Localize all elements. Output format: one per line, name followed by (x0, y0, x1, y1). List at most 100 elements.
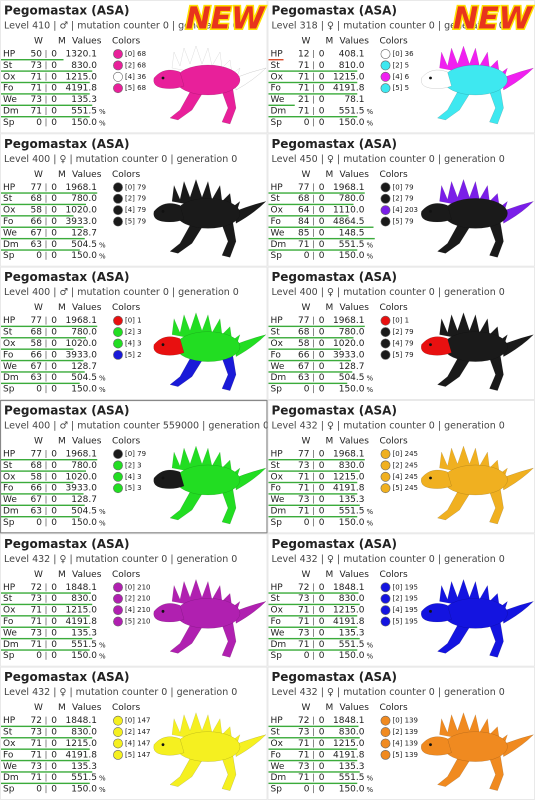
stat-name: St (271, 194, 281, 204)
stat-name: Dm (271, 773, 287, 783)
stat-mutated: 0 (319, 61, 325, 71)
stat-value: 551.5 (339, 640, 365, 650)
colors-header: Colors (380, 570, 408, 580)
body (175, 331, 241, 362)
stat-bar (1, 93, 90, 95)
stat-wild: 68 (31, 461, 43, 471)
creature-card[interactable]: Pegomastax (ASA) Level 410 | ♂ | mutation… (0, 0, 268, 134)
stat-mutated: 0 (319, 651, 325, 661)
stat-name: Sp (271, 251, 283, 261)
stat-name: We (271, 628, 285, 638)
stat-wild: 68 (31, 194, 43, 204)
stat-mutated: 0 (51, 495, 57, 505)
creature-card[interactable]: Pegomastax (ASA) Level 432 | ♀ | mutation… (0, 666, 268, 800)
color-swatch (380, 616, 391, 627)
column-header: M (326, 437, 334, 447)
color-swatch (380, 727, 391, 737)
stat-bar (1, 481, 74, 484)
card-title: Pegomastax (ASA) (4, 537, 129, 551)
colors-header: Colors (112, 170, 140, 180)
color-swatch (113, 483, 123, 494)
color-label: [0] 1 (125, 317, 142, 325)
stat-mutated: 0 (319, 762, 325, 772)
color-swatch (113, 727, 123, 737)
head (420, 336, 452, 356)
creature-card[interactable]: Pegomastax (ASA) Level 400 | ♀ | mutation… (267, 266, 535, 400)
colors-header: Colors (112, 37, 140, 47)
color-swatch (113, 616, 123, 627)
stat-bar (1, 516, 80, 518)
stat-name: We (3, 495, 17, 505)
stat-wild: 77 (298, 450, 309, 460)
color-label: [0] 210 (125, 583, 151, 591)
stat-wild: 0 (36, 385, 42, 395)
stat-value: 4191.8 (66, 84, 98, 94)
stat-bar (268, 59, 284, 61)
color-swatch (113, 471, 123, 482)
stat-name: Sp (271, 518, 283, 528)
column-header: Values (72, 37, 102, 47)
color-label: [0] 195 (393, 583, 419, 591)
creature-card[interactable]: Pegomastax (ASA) Level 318 | ♀ | mutation… (267, 0, 535, 134)
stat-bar (268, 359, 351, 362)
creature-card[interactable]: Pegomastax (ASA) Level 432 | ♀ | mutation… (267, 400, 535, 534)
column-header: W (302, 437, 311, 447)
creature-card[interactable]: Pegomastax (ASA) Level 432 | ♀ | mutation… (267, 666, 535, 800)
color-label: [5] 79 (393, 351, 414, 359)
stat-unit: % (367, 519, 374, 527)
stat-bar (268, 249, 358, 251)
color-label: [4] 79 (393, 339, 414, 347)
creature-card[interactable]: Pegomastax (ASA) Level 432 | ♀ | mutation… (267, 533, 535, 667)
stat-mutated: 0 (319, 728, 325, 738)
stat-wild: 71 (298, 61, 309, 71)
stat-value: 551.5 (339, 507, 365, 517)
stat-mutated: 0 (51, 240, 57, 250)
stat-bar (268, 93, 358, 95)
stat-value: 1968.1 (66, 183, 98, 193)
stat-wild: 67 (31, 362, 42, 372)
colors-header: Colors (380, 437, 408, 447)
creature-card[interactable]: Pegomastax (ASA) Level 450 | ♀ | mutation… (267, 133, 535, 267)
stat-mutated: 0 (319, 716, 325, 726)
stat-mutated: 0 (51, 107, 57, 117)
eye (429, 476, 432, 480)
creature-card[interactable]: Pegomastax (ASA) Level 432 | ♀ | mutation… (0, 533, 268, 667)
stat-name: HP (3, 50, 16, 60)
stat-wild: 73 (31, 61, 42, 71)
stat-bar (1, 748, 90, 750)
stat-bar (268, 771, 360, 773)
stat-name: Sp (3, 385, 15, 395)
stat-mutated: 0 (51, 72, 57, 82)
stat-value: 1320.1 (66, 50, 98, 60)
stat-name: St (3, 194, 13, 204)
stat-value: 128.7 (71, 362, 97, 372)
stat-value: 504.5 (71, 373, 97, 383)
stat-unit: % (99, 786, 106, 794)
creature-card[interactable]: Pegomastax (ASA) Level 400 | ♂ | mutation… (0, 266, 268, 400)
color-swatch (380, 483, 391, 494)
stat-name: Ox (271, 72, 284, 82)
stat-name: St (3, 61, 13, 71)
stat-bar (1, 592, 91, 594)
color-swatch (380, 216, 391, 227)
column-header: M (58, 37, 66, 47)
stat-value: 830.0 (339, 461, 365, 471)
tail (234, 734, 267, 758)
stat-value: 551.5 (71, 640, 97, 650)
stat-bar (268, 215, 349, 217)
stat-value: 3933.0 (66, 350, 98, 360)
creature-card[interactable]: Pegomastax (ASA) Level 400 | ♀ | mutation… (0, 133, 268, 267)
eye (429, 609, 432, 613)
stat-mutated: 0 (319, 373, 325, 383)
eye (161, 343, 165, 347)
stat-name: We (3, 95, 17, 105)
color-label: [2] 79 (393, 195, 414, 203)
color-label: [0] 79 (125, 450, 146, 458)
stat-value: 551.5 (71, 773, 97, 783)
creature-card[interactable]: Pegomastax (ASA) Level 400 | ♂ | mutation… (0, 399, 270, 534)
colors-header: Colors (112, 303, 140, 313)
head (153, 736, 185, 756)
head (153, 336, 185, 356)
stat-name: We (271, 495, 285, 505)
column-header: M (58, 703, 66, 713)
